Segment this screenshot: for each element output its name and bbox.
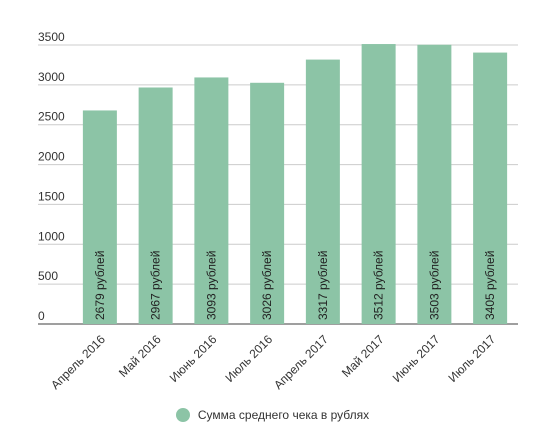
y-tick-label: 0 [38, 309, 45, 323]
data-label: 2679 рублей [93, 251, 107, 320]
bar [305, 59, 340, 325]
y-tick-label: 1500 [38, 189, 65, 203]
x-axis-ticks: Апрель 2016 Май 2016 Июнь 2016 Июль 2016Апр… [48, 332, 498, 392]
legend: Сумма среднего чека в рублях [0, 408, 545, 422]
x-tick-label: Май 2017 [339, 332, 387, 380]
bar [138, 87, 173, 324]
x-tick-label: Июнь 2017 [390, 332, 443, 385]
y-tick-label: 3500 [38, 30, 65, 44]
x-tick-label: Апрель 2016 [48, 332, 108, 392]
x-tick-label: Июль 2016 [222, 332, 275, 385]
x-tick-label: Июнь 2016 [167, 332, 220, 385]
bar-chart: 0 500 1000 1500 2000 2500 3000 3500 2679 рублей… [38, 30, 518, 392]
bar [417, 44, 452, 324]
bars [82, 44, 508, 325]
bar [82, 110, 117, 324]
data-labels: 2679 рублей 2967 рублей 3093 рублей 3026 ру… [93, 251, 497, 320]
y-tick-label: 500 [38, 269, 58, 283]
x-tick-label: Май 2016 [116, 332, 164, 380]
data-label: 3317 рублей [316, 251, 330, 320]
y-tick-label: 2000 [38, 150, 65, 164]
y-tick-label: 1000 [38, 229, 65, 243]
data-label: 3093 рублей [204, 251, 218, 320]
x-tick-label: Июль 2017 [445, 332, 498, 385]
y-tick-label: 3000 [38, 70, 65, 84]
x-tick-label: Апрель 2017 [271, 332, 331, 392]
data-label: 3026 рублей [260, 251, 274, 320]
bar [194, 77, 229, 324]
legend-swatch [175, 408, 190, 422]
bar [473, 52, 508, 325]
legend-label: Сумма среднего чека в рублях [197, 408, 370, 422]
data-label: 3503 рублей [427, 251, 441, 320]
data-label: 2967 рублей [149, 251, 163, 320]
y-axis-ticks: 0 500 1000 1500 2000 2500 3000 3500 [38, 30, 65, 323]
data-label: 3512 рублей [372, 251, 386, 320]
y-tick-label: 2500 [38, 110, 65, 124]
bar [250, 82, 285, 324]
data-label: 3405 рублей [483, 251, 497, 320]
bar [361, 44, 396, 325]
